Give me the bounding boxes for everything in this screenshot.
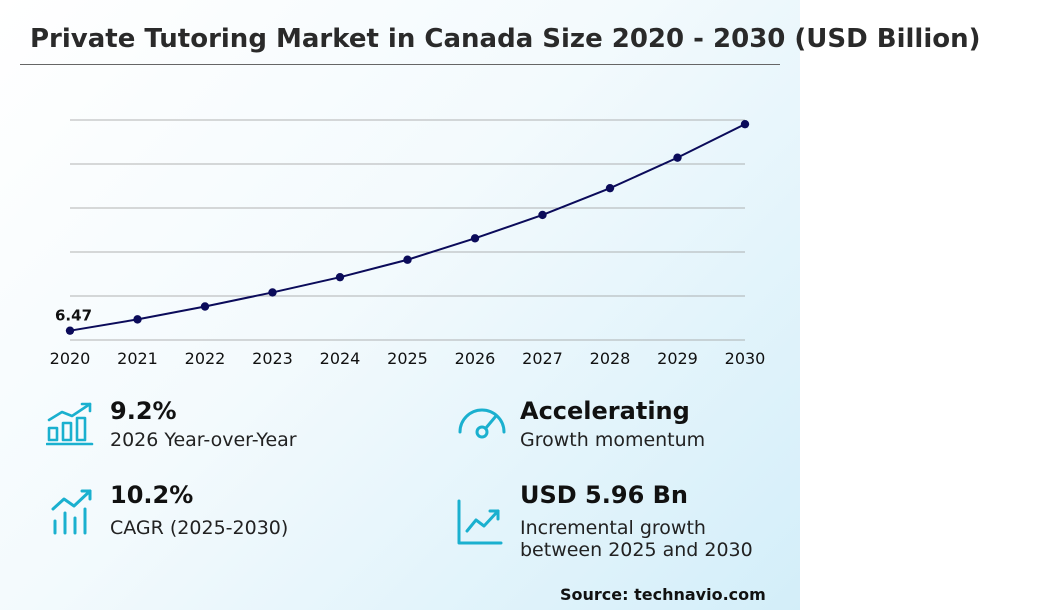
x-tick-2022: 2022 xyxy=(185,349,226,368)
data-points xyxy=(65,119,750,335)
x-tick-2029: 2029 xyxy=(657,349,698,368)
bar-chart-up-icon xyxy=(46,402,94,446)
x-axis-ticks: 2020 2021 2022 2023 2024 2025 2026 2027 2028 2029… xyxy=(50,349,766,368)
background-panel xyxy=(0,0,800,610)
x-tick-2023: 2023 xyxy=(252,349,293,368)
data-label-2020: 6.47 xyxy=(55,307,92,325)
x-tick-2020: 2020 xyxy=(50,349,91,368)
data-point-2021 xyxy=(133,315,142,324)
stat-incremental-label-2: between 2025 and 2030 xyxy=(520,539,753,561)
x-tick-2026: 2026 xyxy=(455,349,496,368)
series-line-path xyxy=(69,123,746,332)
stat-cagr-label: CAGR (2025-2030) xyxy=(110,517,289,539)
data-point-2023 xyxy=(268,288,277,297)
data-point-2028 xyxy=(605,183,615,193)
line-chart: 2020 2021 2022 2023 2024 2025 2026 2027 2028 2029… xyxy=(50,119,766,368)
stat-yoy-label: 2026 Year-over-Year xyxy=(110,429,297,451)
data-point-2022 xyxy=(200,302,210,311)
source-note: Source: technavio.com xyxy=(560,585,766,604)
stat-cagr-value: 10.2% xyxy=(110,481,194,509)
data-point-2027 xyxy=(538,210,547,220)
grid-lines xyxy=(70,119,745,341)
stat-yoy-value: 9.2% xyxy=(110,397,177,425)
x-tick-2021: 2021 xyxy=(117,349,158,368)
data-point-2029 xyxy=(673,153,682,162)
data-labels: 6.47 xyxy=(55,307,92,325)
data-point-2024 xyxy=(335,272,345,282)
line-chart-icon xyxy=(457,499,503,545)
x-tick-2030: 2030 xyxy=(725,349,766,368)
stat-incremental-value: USD 5.96 Bn xyxy=(520,481,688,509)
data-point-2026 xyxy=(470,234,480,243)
title-divider xyxy=(20,64,780,65)
data-point-2030 xyxy=(740,119,750,129)
stat-incremental-label-1: Incremental growth xyxy=(520,517,706,539)
x-tick-2028: 2028 xyxy=(590,349,631,368)
x-tick-2025: 2025 xyxy=(387,349,428,368)
x-tick-2027: 2027 xyxy=(522,349,563,368)
series-line xyxy=(69,123,746,332)
data-point-2020 xyxy=(65,326,75,335)
stat-momentum-value: Accelerating xyxy=(520,397,690,425)
chart-title: Private Tutoring Market in Canada Size 2… xyxy=(30,24,981,54)
x-tick-2024: 2024 xyxy=(320,349,361,368)
gauge-icon xyxy=(458,408,506,439)
trend-bars-icon xyxy=(51,489,92,535)
stat-momentum-label: Growth momentum xyxy=(520,429,706,451)
data-point-2025 xyxy=(403,255,412,264)
